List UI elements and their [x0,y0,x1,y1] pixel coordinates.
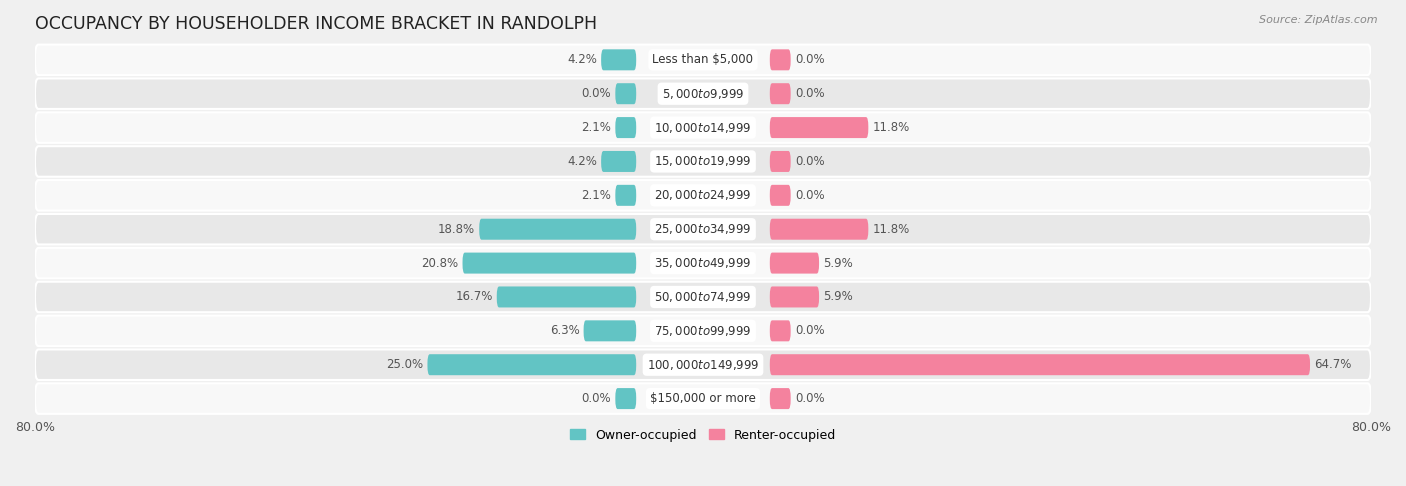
FancyBboxPatch shape [35,349,1371,380]
FancyBboxPatch shape [479,219,636,240]
Text: $100,000 to $149,999: $100,000 to $149,999 [647,358,759,372]
FancyBboxPatch shape [35,282,1371,312]
Text: $35,000 to $49,999: $35,000 to $49,999 [654,256,752,270]
Text: $10,000 to $14,999: $10,000 to $14,999 [654,121,752,135]
Text: 2.1%: 2.1% [581,121,612,134]
FancyBboxPatch shape [35,146,1371,177]
FancyBboxPatch shape [463,253,636,274]
FancyBboxPatch shape [35,112,1371,143]
Text: 0.0%: 0.0% [794,392,824,405]
Text: 0.0%: 0.0% [794,87,824,100]
Text: 11.8%: 11.8% [873,121,910,134]
Text: Source: ZipAtlas.com: Source: ZipAtlas.com [1260,15,1378,25]
FancyBboxPatch shape [35,248,1371,278]
Text: 20.8%: 20.8% [422,257,458,270]
FancyBboxPatch shape [583,320,636,341]
Text: $50,000 to $74,999: $50,000 to $74,999 [654,290,752,304]
FancyBboxPatch shape [496,286,636,308]
Text: 0.0%: 0.0% [794,189,824,202]
FancyBboxPatch shape [602,151,636,172]
Text: 11.8%: 11.8% [873,223,910,236]
Text: 16.7%: 16.7% [456,291,492,303]
FancyBboxPatch shape [770,253,820,274]
FancyBboxPatch shape [616,117,636,138]
Text: $15,000 to $19,999: $15,000 to $19,999 [654,155,752,169]
Legend: Owner-occupied, Renter-occupied: Owner-occupied, Renter-occupied [565,423,841,447]
FancyBboxPatch shape [770,286,820,308]
Text: $25,000 to $34,999: $25,000 to $34,999 [654,222,752,236]
FancyBboxPatch shape [35,383,1371,414]
FancyBboxPatch shape [770,151,790,172]
FancyBboxPatch shape [35,78,1371,109]
FancyBboxPatch shape [770,354,1310,375]
FancyBboxPatch shape [770,117,869,138]
FancyBboxPatch shape [616,388,636,409]
Text: $75,000 to $99,999: $75,000 to $99,999 [654,324,752,338]
FancyBboxPatch shape [616,185,636,206]
FancyBboxPatch shape [770,83,790,104]
FancyBboxPatch shape [602,49,636,70]
Text: 5.9%: 5.9% [824,257,853,270]
Text: 25.0%: 25.0% [387,358,423,371]
Text: 0.0%: 0.0% [582,87,612,100]
FancyBboxPatch shape [616,83,636,104]
Text: 4.2%: 4.2% [567,53,598,66]
Text: 6.3%: 6.3% [550,324,579,337]
FancyBboxPatch shape [427,354,636,375]
Text: 0.0%: 0.0% [582,392,612,405]
Text: $20,000 to $24,999: $20,000 to $24,999 [654,189,752,202]
FancyBboxPatch shape [35,180,1371,210]
Text: 4.2%: 4.2% [567,155,598,168]
FancyBboxPatch shape [770,320,790,341]
FancyBboxPatch shape [770,49,790,70]
Text: OCCUPANCY BY HOUSEHOLDER INCOME BRACKET IN RANDOLPH: OCCUPANCY BY HOUSEHOLDER INCOME BRACKET … [35,15,598,33]
Text: $5,000 to $9,999: $5,000 to $9,999 [662,87,744,101]
FancyBboxPatch shape [35,315,1371,346]
FancyBboxPatch shape [35,45,1371,75]
Text: 64.7%: 64.7% [1315,358,1351,371]
Text: Less than $5,000: Less than $5,000 [652,53,754,66]
FancyBboxPatch shape [35,214,1371,244]
Text: 18.8%: 18.8% [437,223,475,236]
Text: 0.0%: 0.0% [794,324,824,337]
Text: 0.0%: 0.0% [794,155,824,168]
Text: $150,000 or more: $150,000 or more [650,392,756,405]
Text: 0.0%: 0.0% [794,53,824,66]
Text: 2.1%: 2.1% [581,189,612,202]
Text: 5.9%: 5.9% [824,291,853,303]
FancyBboxPatch shape [770,388,790,409]
FancyBboxPatch shape [770,219,869,240]
FancyBboxPatch shape [770,185,790,206]
